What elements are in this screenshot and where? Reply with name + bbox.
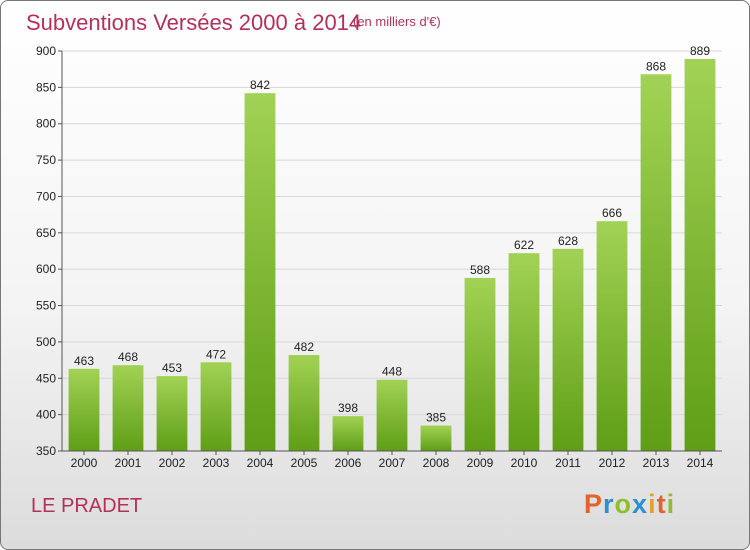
y-tick-label: 350 — [36, 444, 56, 458]
bar — [464, 277, 496, 451]
y-tick-label: 800 — [36, 117, 56, 131]
bars: 463 468 453 472 842 482 398 448 385 588 622 628 666 8… — [68, 44, 716, 451]
y-tick-label: 750 — [36, 153, 56, 167]
proxiti-logo[interactable]: Proxiti — [584, 489, 676, 519]
y-tick-label: 450 — [36, 371, 56, 385]
bar — [112, 365, 144, 451]
x-tick-label: 2011 — [555, 456, 581, 470]
x-tick-label: 2000 — [71, 456, 98, 470]
bar — [684, 59, 716, 451]
bar-value-label: 842 — [250, 78, 270, 92]
x-tick-label: 2012 — [599, 456, 626, 470]
x-tick-label: 2006 — [335, 456, 362, 470]
y-tick-label: 400 — [36, 408, 56, 422]
bar-value-label: 398 — [338, 401, 358, 415]
bar-value-label: 868 — [646, 59, 666, 73]
bar — [552, 248, 584, 451]
bar-value-label: 482 — [294, 340, 314, 354]
y-tick-label: 600 — [36, 262, 56, 276]
bar-value-label: 588 — [470, 263, 490, 277]
chart-subtitle: (en milliers d'€) — [353, 14, 441, 29]
x-tick-label: 2013 — [643, 456, 670, 470]
x-tick-label: 2005 — [291, 456, 318, 470]
y-axis: 350 400 450 500 550 600 650 700 750 800 850 900 — [36, 44, 63, 458]
bar — [332, 416, 364, 451]
bar-value-label: 628 — [558, 234, 578, 248]
y-tick-label: 500 — [36, 335, 56, 349]
bar — [596, 221, 628, 451]
bar — [508, 253, 540, 451]
y-tick-label: 700 — [36, 189, 56, 203]
x-tick-label: 2004 — [247, 456, 274, 470]
bar — [244, 93, 276, 451]
x-tick-label: 2001 — [115, 456, 142, 470]
x-tick-label: 2014 — [687, 456, 714, 470]
bar — [640, 74, 672, 451]
bar-value-label: 463 — [74, 354, 94, 368]
bar — [420, 425, 452, 451]
x-tick-label: 2003 — [203, 456, 230, 470]
y-tick-label: 900 — [36, 44, 56, 58]
x-tick-label: 2008 — [423, 456, 450, 470]
bar — [200, 362, 232, 451]
x-tick-label: 2009 — [467, 456, 494, 470]
bar — [68, 368, 100, 451]
bar-value-label: 453 — [162, 361, 182, 375]
bar — [376, 379, 408, 451]
x-tick-label: 2010 — [511, 456, 538, 470]
y-tick-label: 550 — [36, 299, 56, 313]
bar-value-label: 889 — [690, 44, 710, 58]
x-tick-label: 2002 — [159, 456, 186, 470]
bar — [288, 355, 320, 451]
chart-title: Subventions Versées 2000 à 2014 — [26, 10, 362, 35]
bar-value-label: 448 — [382, 365, 402, 379]
x-axis: 2000 2001 2002 2003 2004 2005 2006 2007 2008 2009… — [62, 450, 722, 470]
x-tick-label: 2007 — [379, 456, 406, 470]
bar-value-label: 666 — [602, 206, 622, 220]
bar-value-label: 385 — [426, 411, 446, 425]
y-tick-label: 850 — [36, 80, 56, 94]
bar — [156, 376, 188, 451]
bar-value-label: 472 — [206, 347, 226, 361]
y-tick-label: 650 — [36, 226, 56, 240]
commune-name: LE PRADET — [31, 495, 143, 517]
bar-value-label: 468 — [118, 350, 138, 364]
bar-value-label: 622 — [514, 238, 534, 252]
